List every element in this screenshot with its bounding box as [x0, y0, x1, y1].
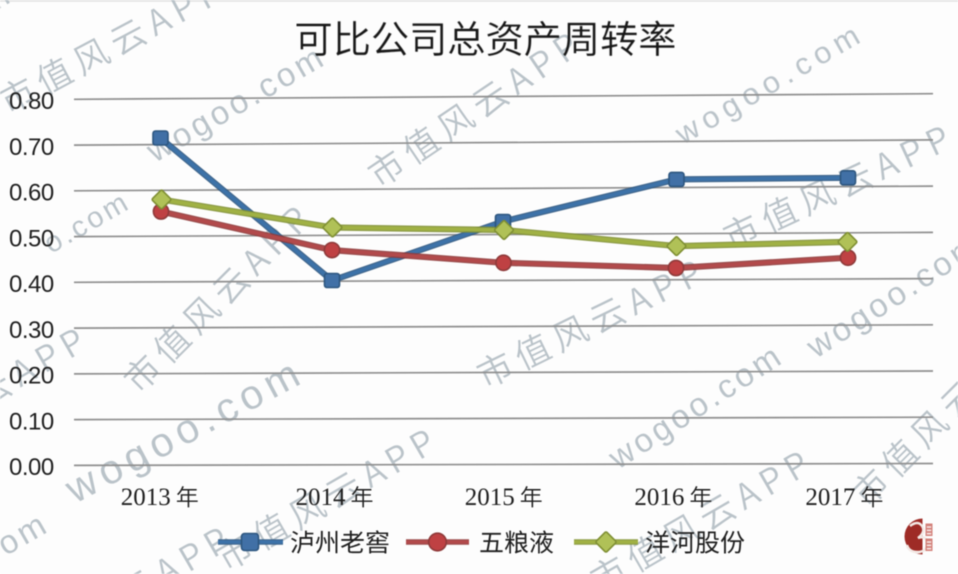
svg-text:2016: 2016	[634, 484, 684, 511]
svg-text:0.60: 0.60	[9, 180, 54, 207]
svg-text:2013: 2013	[121, 484, 171, 511]
svg-text:0.70: 0.70	[9, 134, 54, 161]
svg-text:0.00: 0.00	[9, 454, 54, 481]
svg-text:0.20: 0.20	[9, 363, 54, 390]
svg-text:0.10: 0.10	[9, 408, 54, 435]
svg-text:2017: 2017	[805, 484, 855, 511]
svg-text:2014: 2014	[296, 484, 347, 511]
svg-text:0.50: 0.50	[9, 225, 54, 252]
svg-text:0.40: 0.40	[9, 271, 54, 298]
svg-text:2015: 2015	[465, 484, 515, 511]
svg-text:0.80: 0.80	[9, 88, 54, 115]
svg-text:0.30: 0.30	[9, 317, 54, 344]
